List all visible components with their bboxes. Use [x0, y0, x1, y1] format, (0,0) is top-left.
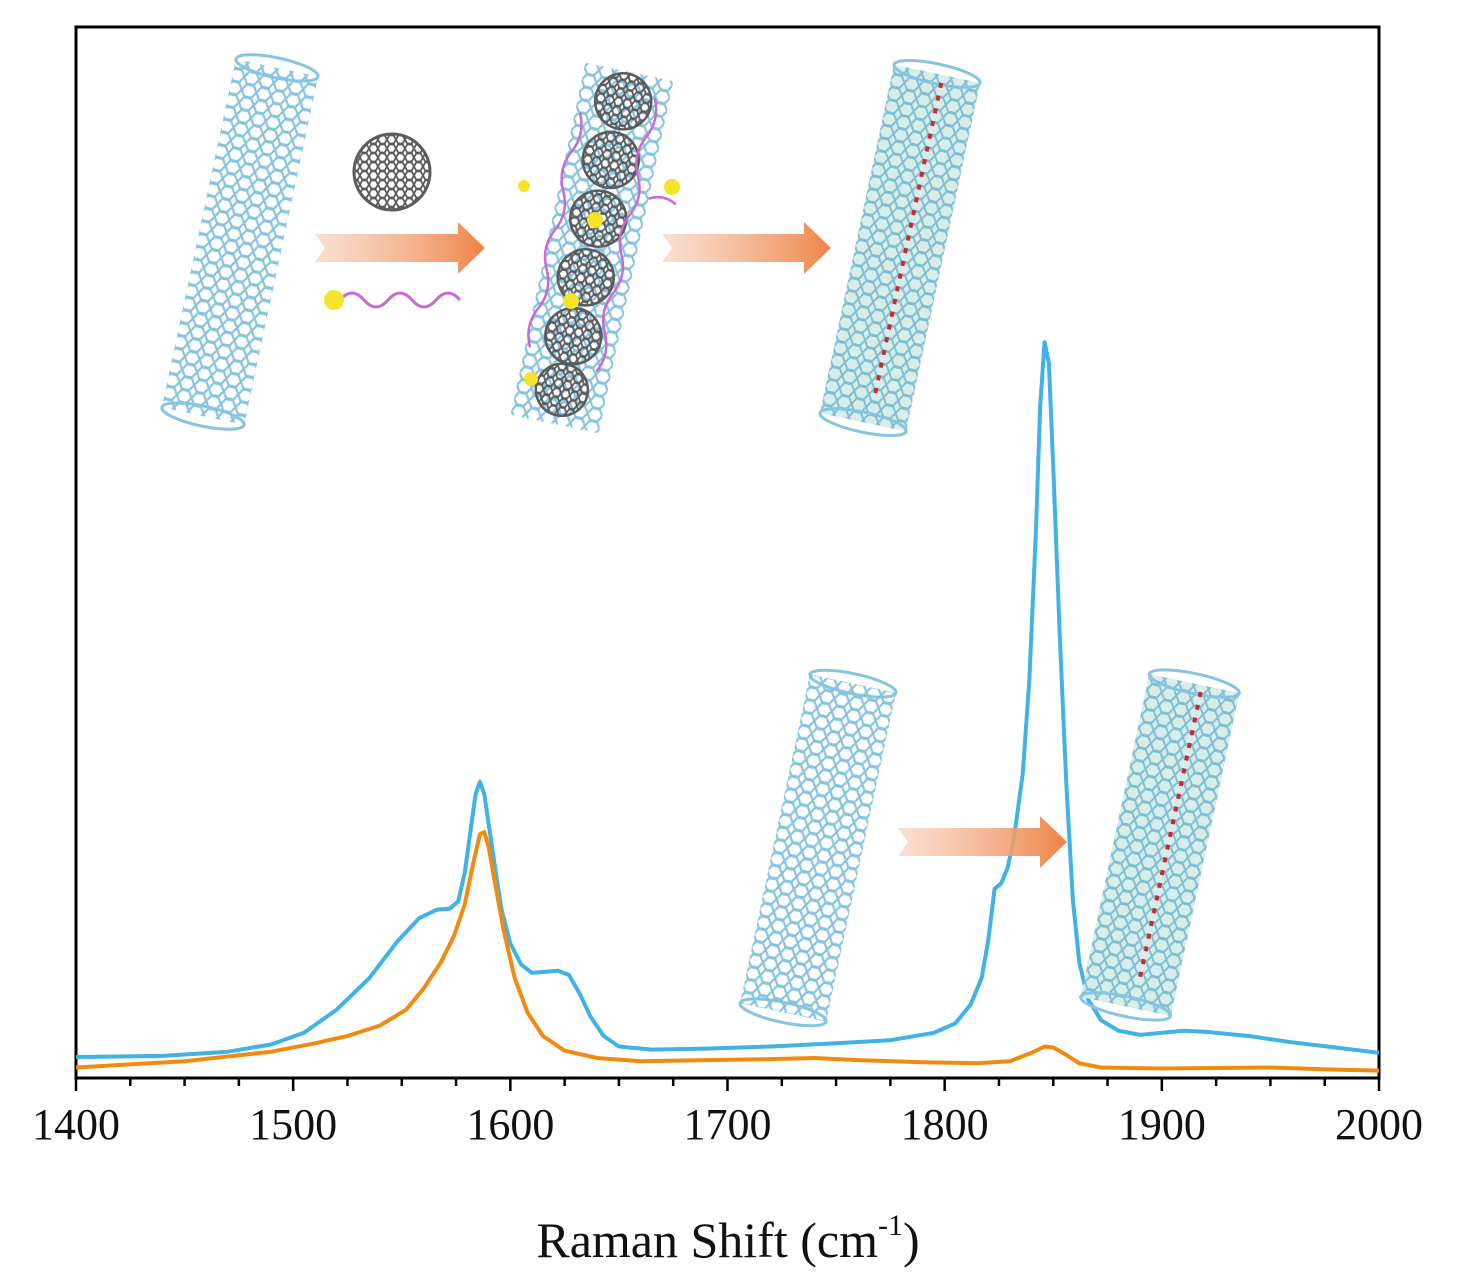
spectrum-line-2: [75, 830, 1380, 1073]
fullerene-icon: [352, 132, 432, 212]
molecule-heads: [518, 179, 680, 386]
nanotube-with-fullerenes-illustration: [510, 62, 677, 434]
spectrum-line-1: [75, 340, 1380, 1059]
x-tick-label: 1900: [1118, 1100, 1206, 1149]
filled-nanotube-illustration: [818, 58, 982, 438]
filled-nanotube-illustration: [1079, 668, 1241, 1022]
spectra: [75, 340, 1380, 1073]
x-tick-label: 1800: [901, 1100, 989, 1149]
arrow-icon: [898, 816, 1067, 868]
molecule-icon: [324, 290, 462, 310]
empty-nanotube-illustration: [738, 668, 898, 1028]
arrow-icon: [662, 222, 831, 274]
x-axis-title: Raman Shift (cm-1): [536, 1209, 919, 1268]
empty-nanotube-illustration: [160, 53, 320, 431]
arrow-icon: [315, 222, 485, 274]
x-tick-label: 1700: [684, 1100, 772, 1149]
x-tick-label: 1400: [32, 1100, 120, 1149]
x-axis: 1400 1500 1600 1700 1800 1900 2000: [32, 1078, 1423, 1149]
x-tick-label: 1600: [466, 1100, 554, 1149]
x-tick-label: 1500: [249, 1100, 337, 1149]
x-tick-label: 2000: [1335, 1100, 1423, 1149]
